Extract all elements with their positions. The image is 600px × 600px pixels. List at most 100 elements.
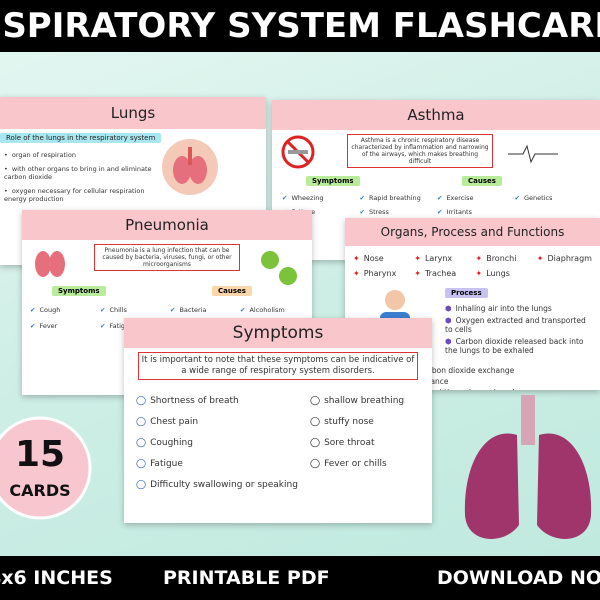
badge-label: CARDS — [9, 481, 70, 500]
bullet: • — [4, 151, 8, 159]
top-banner: RESPIRATORY SYSTEM FLASHCARDS — [0, 0, 600, 52]
list-item: ✦ Trachea — [414, 269, 475, 278]
list-item: ✔ Alcoholism — [240, 306, 310, 314]
item-text: Sore throat — [324, 438, 375, 448]
list-item: ◯ Chest pain — [136, 417, 316, 427]
item-text: Larynx — [424, 254, 453, 263]
section-heading: Causes — [212, 286, 252, 296]
symptoms-card: Symptoms It is important to note that th… — [124, 318, 432, 523]
lungs-icon — [162, 139, 218, 195]
card-title: Pneumonia — [22, 210, 312, 240]
section-heading: Process — [445, 288, 488, 298]
bullet: ◯ — [310, 459, 321, 469]
item-text: Nose — [363, 254, 384, 263]
item-text: Fatigue — [150, 459, 183, 469]
list-item: • oxygen necessary for cellular respirati… — [4, 187, 154, 203]
bullet: ✔ — [240, 306, 246, 314]
section-heading: Causes — [462, 176, 502, 186]
bullet: ⬢ — [445, 337, 452, 346]
item-text: Lungs — [486, 269, 510, 278]
bullet: ✦ — [353, 254, 360, 263]
item-text: Pharynx — [363, 269, 397, 278]
section-heading: Symptoms — [306, 176, 360, 186]
badge: 15 CARDS — [0, 416, 92, 520]
description: Pneumonia is a lung infection that can b… — [94, 244, 240, 271]
list-item: ✦ Diaphragm — [537, 254, 598, 263]
bullet: ✦ — [353, 269, 360, 278]
list-item: balance — [415, 377, 595, 386]
subtitle: Role of the lungs in the respiratory sys… — [0, 133, 162, 143]
card-title: Asthma — [272, 100, 600, 130]
bullet: ✔ — [170, 306, 176, 314]
note: It is important to note that these sympt… — [138, 352, 418, 380]
item-text: Trachea — [424, 269, 457, 278]
list-item: Carbon dioxide exchange — [415, 366, 595, 375]
bullet: ✦ — [475, 269, 483, 278]
list-item: ◯ Fatigue — [136, 459, 316, 469]
item-text: Fever or chills — [324, 459, 387, 469]
item-text: with other organs to bring in and elimin… — [4, 165, 152, 181]
item-text: Alcoholism — [249, 306, 285, 314]
list-item: ✦ Larynx — [414, 254, 475, 263]
list-item: ✔ Bacteria — [170, 306, 240, 314]
footer-item: 4x6 INCHES — [0, 567, 113, 589]
item-text: balance — [419, 377, 449, 386]
bullet: ✦ — [414, 254, 421, 263]
item-text: Genetics — [523, 194, 553, 202]
item-text: Fatigue — [109, 322, 134, 330]
item-text: Carbon dioxide released back into the lu… — [445, 337, 584, 355]
item-text: Exercise — [446, 194, 474, 202]
bullet: ⬢ — [445, 316, 452, 325]
bullet: ⬢ — [445, 304, 452, 313]
badge-number: 15 — [15, 434, 65, 475]
bottom-banner: 4x6 INCHES PRINTABLE PDF DOWNLOAD NOW — [0, 556, 600, 600]
bullet: ◯ — [136, 396, 147, 406]
item-text: Fever — [39, 322, 58, 330]
list-item: ✦ Lungs — [476, 269, 537, 278]
item-text: sound through vocal cords — [419, 388, 519, 390]
bullet: ◯ — [136, 459, 147, 469]
heartbeat-icon — [508, 144, 558, 164]
list-item: ◯ Sore throat — [310, 438, 430, 448]
item-text: Inhaling air into the lungs — [455, 304, 552, 313]
bullet: • — [4, 187, 8, 195]
bullet: ✔ — [100, 306, 106, 314]
title: RESPIRATORY SYSTEM FLASHCARDS — [0, 6, 600, 46]
no-smoking-icon — [281, 135, 315, 169]
item-text: Coughing — [150, 438, 193, 448]
list-item: ✦ Nose — [353, 254, 414, 263]
bullet: ✔ — [30, 306, 36, 314]
bullet: ◯ — [136, 417, 147, 427]
list-item: ✔ Irritants — [437, 208, 515, 216]
list-item: ◯ Coughing — [136, 438, 316, 448]
bullet: ✔ — [437, 208, 443, 216]
section-heading: Symptoms — [52, 286, 106, 296]
list-item: • with other organs to bring in and elimi… — [4, 165, 154, 181]
list-item: ⬢ Carbon dioxide released back into the l… — [445, 337, 595, 355]
item-text: Bronchi — [486, 254, 517, 263]
card-title: Organs, Process and Functions — [345, 218, 600, 246]
bullet: ✔ — [359, 208, 365, 216]
list-item: ⬢ Inhaling air into the lungs — [445, 304, 595, 313]
item-text: Irritants — [446, 208, 472, 216]
list-item: • organ of respiration — [4, 151, 154, 159]
item-text: Carbon dioxide exchange — [419, 366, 515, 375]
list-item: ◯ stuffy nose — [310, 417, 430, 427]
bullet: ◯ — [310, 438, 321, 448]
item-text: Wheezing — [291, 194, 324, 202]
bullet: ◯ — [136, 438, 147, 448]
list-item: ✔ Genetics — [515, 194, 593, 202]
bullet: ◯ — [310, 396, 321, 406]
item-text: Cough — [39, 306, 61, 314]
item-text: Rapid breathing — [368, 194, 421, 202]
list-item: ⬢ Oxygen extracted and transported to cel… — [445, 316, 595, 334]
card-title: Symptoms — [124, 318, 432, 348]
bullet: ◯ — [136, 480, 147, 490]
item-text: Bacteria — [179, 306, 207, 314]
list-item: ◯ Shortness of breath — [136, 396, 316, 406]
item-text: Oxygen extracted and transported to cell… — [445, 316, 586, 334]
lungs-illustration — [464, 395, 592, 539]
list-item: ✔Fatigue — [100, 322, 170, 338]
list-item: ✦ Pharynx — [353, 269, 414, 278]
